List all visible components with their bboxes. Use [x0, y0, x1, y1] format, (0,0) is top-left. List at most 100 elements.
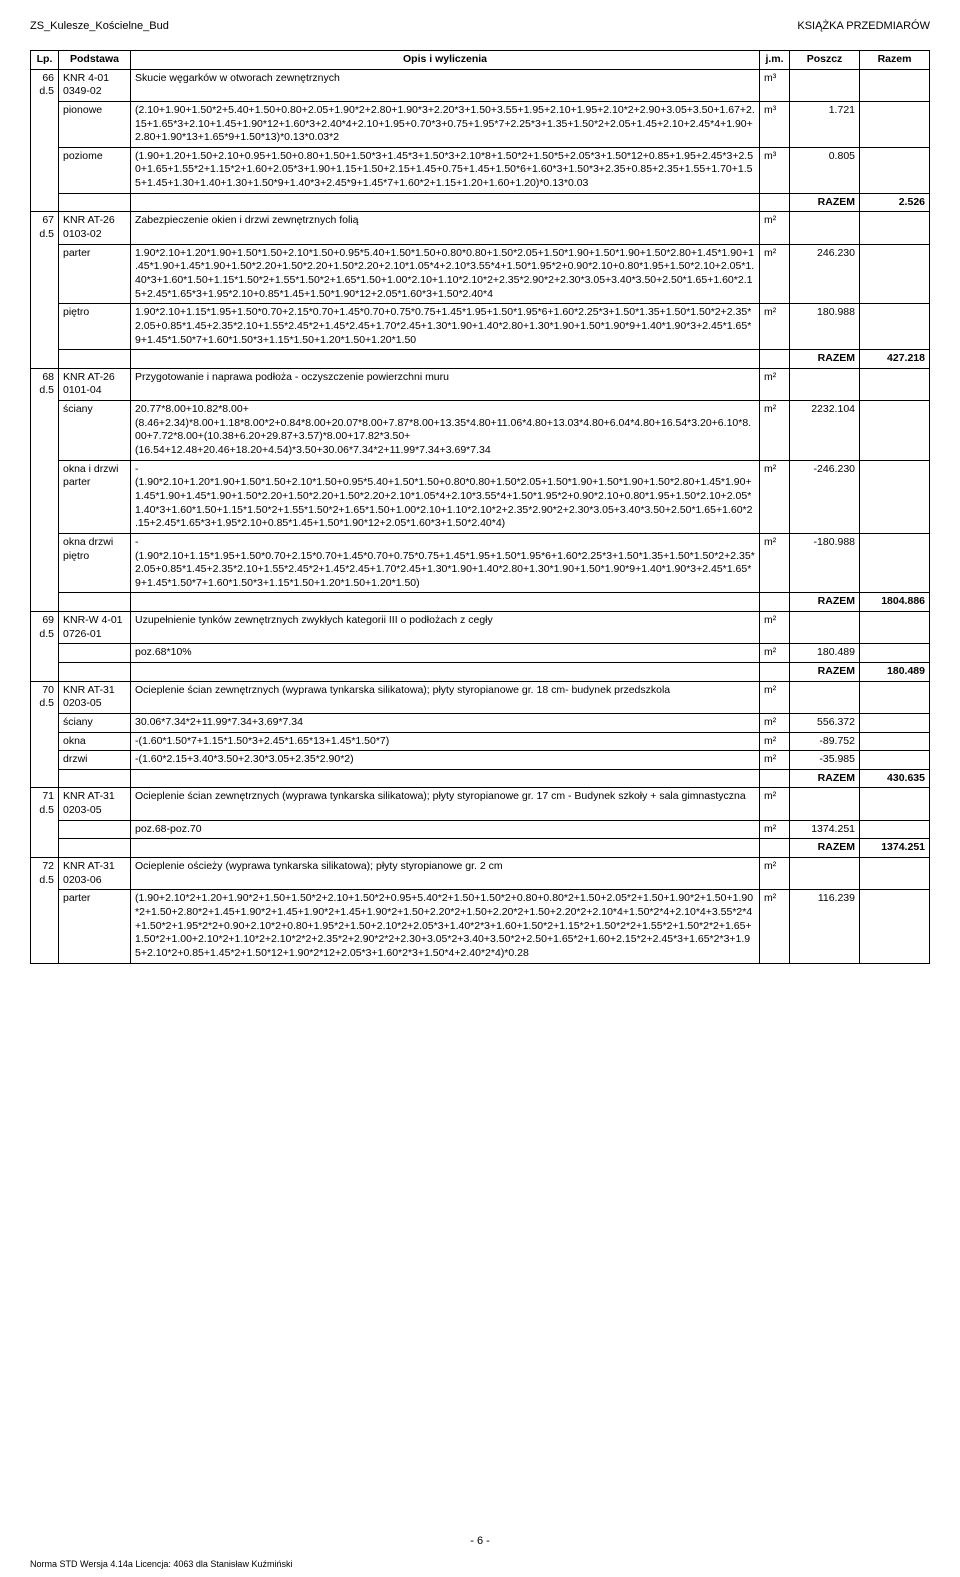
page-number: - 6 -: [0, 1535, 960, 1547]
cell-opis: -(1.60*1.50*7+1.15*1.50*3+2.45*1.65*13+1…: [131, 732, 760, 751]
cell-podstawa-label: poziome: [59, 147, 131, 193]
cell-podstawa-label: [59, 644, 131, 663]
table-row: piętro1.90*2.10+1.15*1.95+1.50*0.70+2.15…: [31, 304, 930, 350]
cell-blank: [760, 769, 790, 788]
col-opis: Opis i wyliczenia: [131, 51, 760, 70]
cell-podstawa: KNR AT-26 0103-02: [59, 212, 131, 244]
table-row: ściany20.77*8.00+10.82*8.00+(8.46+2.34)*…: [31, 401, 930, 461]
razem-label: RAZEM: [790, 662, 860, 681]
cell-poszcz: 0.805: [790, 147, 860, 193]
cell-podstawa-label: ściany: [59, 401, 131, 461]
cell-jm: m²: [760, 612, 790, 644]
cell-razem: [860, 732, 930, 751]
cell-opis: Ocieplenie ścian zewnętrznych (wyprawa t…: [131, 788, 760, 820]
cell-podstawa-label: drzwi: [59, 751, 131, 770]
cell-lp: 71 d.5: [31, 788, 59, 858]
cell-blank: [760, 662, 790, 681]
cell-poszcz: -180.988: [790, 533, 860, 593]
cell-razem: [860, 244, 930, 304]
cell-poszcz: 2232.104: [790, 401, 860, 461]
cell-opis: 1.90*2.10+1.15*1.95+1.50*0.70+2.15*0.70+…: [131, 304, 760, 350]
razem-row: RAZEM2.526: [31, 193, 930, 212]
table-row: parter(1.90+2.10*2+1.20+1.90*2+1.50+1.50…: [31, 890, 930, 963]
cell-podstawa-label: pionowe: [59, 101, 131, 147]
cell-podstawa: KNR 4-01 0349-02: [59, 69, 131, 101]
cell-opis: -(1.60*2.15+3.40*3.50+2.30*3.05+2.35*2.9…: [131, 751, 760, 770]
cell-jm: m²: [760, 401, 790, 461]
cell-podstawa-label: parter: [59, 890, 131, 963]
cell-razem: [860, 858, 930, 890]
cell-opis: (1.90+2.10*2+1.20+1.90*2+1.50+1.50*2+2.1…: [131, 890, 760, 963]
table-row: okna drzwi piętro-(1.90*2.10+1.15*1.95+1…: [31, 533, 930, 593]
cell-poszcz: 1.721: [790, 101, 860, 147]
cell-opis: Ocieplenie ścian zewnętrznych (wyprawa t…: [131, 681, 760, 713]
cell-podstawa-label: okna: [59, 732, 131, 751]
cell-razem: [860, 212, 930, 244]
cell-blank: [760, 193, 790, 212]
header-left: ZS_Kulesze_Kościelne_Bud: [30, 20, 169, 32]
cell-podstawa-label: parter: [59, 244, 131, 304]
cell-poszcz: [790, 368, 860, 400]
cell-jm: m²: [760, 368, 790, 400]
cell-poszcz: 180.988: [790, 304, 860, 350]
cell-poszcz: 116.239: [790, 890, 860, 963]
cell-opis: Uzupełnienie tynków zewnętrznych zwykłyc…: [131, 612, 760, 644]
table-row: okna-(1.60*1.50*7+1.15*1.50*3+2.45*1.65*…: [31, 732, 930, 751]
cell-razem: [860, 401, 930, 461]
razem-row: RAZEM1374.251: [31, 839, 930, 858]
table-row: okna i drzwi parter-(1.90*2.10+1.20*1.90…: [31, 460, 930, 533]
cell-blank: [760, 593, 790, 612]
cell-podstawa: KNR AT-31 0203-06: [59, 858, 131, 890]
cell-poszcz: -89.752: [790, 732, 860, 751]
cell-podstawa-label: okna drzwi piętro: [59, 533, 131, 593]
cell-opis: 20.77*8.00+10.82*8.00+(8.46+2.34)*8.00+1…: [131, 401, 760, 461]
table-row: 71 d.5KNR AT-31 0203-05Ocieplenie ścian …: [31, 788, 930, 820]
table-row: pionowe(2.10+1.90+1.50*2+5.40+1.50+0.80+…: [31, 101, 930, 147]
razem-label: RAZEM: [790, 350, 860, 369]
cell-jm: m²: [760, 644, 790, 663]
cell-blank: [131, 769, 760, 788]
cell-razem: [860, 533, 930, 593]
cell-opis: 1.90*2.10+1.20*1.90+1.50*1.50+2.10*1.50+…: [131, 244, 760, 304]
cell-razem: [860, 101, 930, 147]
razem-value: 1374.251: [860, 839, 930, 858]
cell-podstawa-label: piętro: [59, 304, 131, 350]
razem-row: RAZEM1804.886: [31, 593, 930, 612]
razem-label: RAZEM: [790, 769, 860, 788]
razem-value: 1804.886: [860, 593, 930, 612]
table-row: drzwi-(1.60*2.15+3.40*3.50+2.30*3.05+2.3…: [31, 751, 930, 770]
table-row: 68 d.5KNR AT-26 0101-04Przygotowanie i n…: [31, 368, 930, 400]
footer-text: Norma STD Wersja 4.14a Licencja: 4063 dl…: [30, 1559, 292, 1569]
cell-blank: [131, 839, 760, 858]
cell-blank: [59, 193, 131, 212]
cell-razem: [860, 820, 930, 839]
col-lp: Lp.: [31, 51, 59, 70]
table-row: 66 d.5KNR 4-01 0349-02Skucie węgarków w …: [31, 69, 930, 101]
cell-podstawa: KNR AT-31 0203-05: [59, 681, 131, 713]
table-row: 72 d.5KNR AT-31 0203-06Ocieplenie oścież…: [31, 858, 930, 890]
cell-blank: [760, 350, 790, 369]
cell-blank: [131, 662, 760, 681]
table-row: poz.68-poz.70m²1374.251: [31, 820, 930, 839]
razem-value: 430.635: [860, 769, 930, 788]
cell-jm: m²: [760, 212, 790, 244]
cell-razem: [860, 147, 930, 193]
cell-poszcz: 556.372: [790, 713, 860, 732]
cell-razem: [860, 460, 930, 533]
cell-lp: 72 d.5: [31, 858, 59, 963]
cell-poszcz: [790, 681, 860, 713]
cell-razem: [860, 69, 930, 101]
cell-opis: (2.10+1.90+1.50*2+5.40+1.50+0.80+2.05+1.…: [131, 101, 760, 147]
cell-blank: [131, 593, 760, 612]
cell-blank: [131, 350, 760, 369]
cell-razem: [860, 713, 930, 732]
cell-razem: [860, 304, 930, 350]
cell-opis: Przygotowanie i naprawa podłoża - oczysz…: [131, 368, 760, 400]
cell-jm: m²: [760, 460, 790, 533]
razem-row: RAZEM430.635: [31, 769, 930, 788]
col-podstawa: Podstawa: [59, 51, 131, 70]
cell-opis: -(1.90*2.10+1.15*1.95+1.50*0.70+2.15*0.7…: [131, 533, 760, 593]
header-right: KSIĄŻKA PRZEDMIARÓW: [797, 20, 930, 32]
cell-opis: Ocieplenie ościeży (wyprawa tynkarska si…: [131, 858, 760, 890]
cell-jm: m²: [760, 820, 790, 839]
